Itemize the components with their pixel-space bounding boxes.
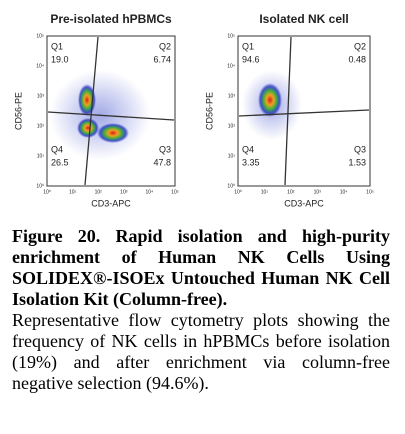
y-tick-label: 10³ bbox=[228, 93, 236, 99]
y-tick-label: 10¹ bbox=[37, 153, 45, 159]
plot-frame bbox=[46, 35, 176, 187]
quadrant-value: 1.53 bbox=[348, 157, 366, 167]
x-axis-label: CD3-APC bbox=[284, 198, 324, 208]
quadrant-value: 0.48 bbox=[348, 54, 366, 64]
y-tick-label: 10⁵ bbox=[36, 33, 44, 39]
quadrant-name: Q1 bbox=[242, 41, 254, 51]
y-tick-label: 10¹ bbox=[228, 153, 236, 159]
quadrant-name: Q2 bbox=[159, 41, 171, 51]
x-tick-label: 10² bbox=[287, 189, 295, 195]
quadrant-value: 6.74 bbox=[153, 54, 171, 64]
x-tick-label: 10¹ bbox=[69, 189, 77, 195]
quadrant-value: 3.35 bbox=[242, 157, 260, 167]
quadrant-value: 47.8 bbox=[153, 157, 171, 167]
x-tick-label: 10³ bbox=[314, 189, 322, 195]
x-tick-label: 10¹ bbox=[261, 189, 269, 195]
gate-line bbox=[284, 36, 292, 186]
caption-body: Representative flow cytometry plots show… bbox=[12, 310, 390, 393]
gate-line bbox=[47, 111, 175, 121]
y-axis-label: CD56-PE bbox=[204, 92, 214, 130]
y-tick-label: 10⁰ bbox=[36, 183, 44, 189]
cell-cluster bbox=[258, 83, 282, 117]
x-tick-label: 10⁰ bbox=[43, 189, 51, 195]
y-tick-label: 10³ bbox=[37, 93, 45, 99]
x-tick-label: 10⁵ bbox=[171, 189, 179, 195]
y-tick-label: 10² bbox=[228, 123, 236, 129]
quadrant-name: Q3 bbox=[159, 144, 171, 154]
quadrant-name: Q3 bbox=[354, 144, 366, 154]
x-tick-label: 10⁵ bbox=[366, 189, 374, 195]
quadrant-value: 26.5 bbox=[51, 157, 69, 167]
gate-line bbox=[84, 36, 99, 186]
quadrant-name: Q2 bbox=[354, 41, 366, 51]
caption: Figure 20. Rapid isolation and high-puri… bbox=[12, 226, 390, 394]
y-tick-label: 10⁴ bbox=[36, 63, 44, 69]
y-tick-label: 10⁰ bbox=[227, 183, 235, 189]
cell-cluster bbox=[77, 118, 99, 138]
y-axis-label: CD56-PE bbox=[13, 92, 23, 130]
x-axis-label: CD3-APC bbox=[91, 198, 131, 208]
quadrant-name: Q4 bbox=[242, 144, 254, 154]
panel-title: Isolated NK cell bbox=[259, 12, 348, 26]
quadrant-value: 94.6 bbox=[242, 54, 260, 64]
x-tick-label: 10² bbox=[95, 189, 103, 195]
panel-title: Pre-isolated hPBMCs bbox=[50, 12, 172, 26]
cell-cluster bbox=[97, 123, 129, 143]
quadrant-name: Q1 bbox=[51, 41, 63, 51]
gate-line bbox=[238, 109, 370, 117]
figure: Pre-isolated hPBMCsCD3-APCCD56-PE10⁰10⁰1… bbox=[13, 12, 373, 208]
caption-title: Figure 20. Rapid isolation and high-puri… bbox=[12, 226, 390, 309]
x-tick-label: 10⁴ bbox=[146, 189, 154, 195]
quadrant-name: Q4 bbox=[51, 144, 63, 154]
x-tick-label: 10⁰ bbox=[234, 189, 242, 195]
quadrant-value: 19.0 bbox=[51, 54, 69, 64]
y-tick-label: 10⁵ bbox=[227, 33, 235, 39]
y-tick-label: 10⁴ bbox=[227, 63, 235, 69]
plot-frame bbox=[237, 35, 371, 187]
x-tick-label: 10³ bbox=[120, 189, 128, 195]
x-tick-label: 10⁴ bbox=[340, 189, 348, 195]
y-tick-label: 10² bbox=[37, 123, 45, 129]
